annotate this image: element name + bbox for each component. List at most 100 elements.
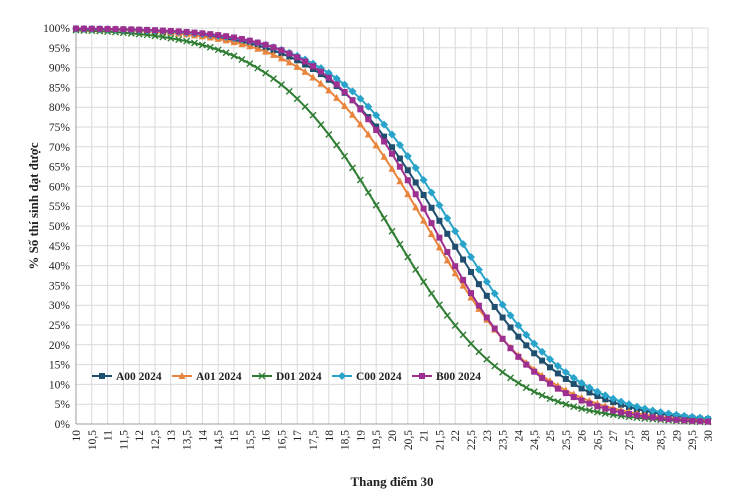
data-point — [561, 368, 570, 377]
x-tick-label: 24,5 — [529, 430, 541, 450]
data-point — [530, 388, 538, 396]
x-tick-label: 18,5 — [340, 430, 352, 450]
data-point — [452, 243, 459, 250]
data-point — [578, 385, 585, 392]
legend-marker — [338, 372, 346, 380]
series-d01-2024 — [72, 26, 712, 426]
y-tick-label: 80% — [49, 102, 71, 114]
data-point — [427, 188, 436, 197]
y-tick-label: 60% — [49, 181, 71, 193]
data-point — [395, 141, 404, 150]
data-point — [356, 176, 364, 184]
data-point — [246, 37, 253, 44]
data-point — [705, 418, 711, 425]
x-tick-label: 27 — [608, 430, 620, 442]
y-tick-label: 15% — [49, 360, 71, 372]
data-point — [412, 203, 420, 211]
data-point — [523, 342, 530, 349]
x-tick-label: 22 — [450, 430, 462, 442]
data-point — [483, 314, 490, 321]
x-tick-label: 29,5 — [687, 430, 699, 450]
data-point — [341, 88, 348, 95]
data-point — [451, 321, 459, 329]
x-tick-label: 16,5 — [276, 430, 288, 450]
data-point — [436, 234, 443, 241]
data-point — [404, 253, 412, 261]
data-point — [277, 54, 285, 62]
data-point — [459, 281, 467, 289]
data-point — [562, 390, 569, 397]
x-tick-label: 19 — [355, 430, 367, 442]
x-tick-label: 20,5 — [403, 430, 415, 450]
data-point — [380, 152, 388, 160]
y-tick-label: 100% — [43, 23, 70, 35]
data-point — [380, 214, 388, 222]
data-point — [538, 347, 547, 356]
data-point — [507, 345, 514, 352]
data-point — [594, 403, 601, 410]
y-tick-label: 95% — [49, 43, 71, 55]
data-point — [593, 408, 601, 416]
x-tick-label: 24 — [513, 430, 525, 442]
data-point — [570, 394, 577, 401]
data-point — [207, 31, 214, 38]
data-point — [412, 179, 419, 186]
data-point — [491, 325, 498, 332]
data-point — [246, 60, 254, 68]
legend-item: B00 2024 — [412, 371, 481, 383]
data-point — [183, 37, 191, 45]
data-point — [593, 387, 602, 396]
data-point — [143, 31, 151, 39]
data-point — [96, 25, 103, 32]
data-point — [309, 73, 317, 81]
data-point — [293, 62, 301, 70]
data-point — [436, 217, 443, 224]
data-point — [451, 269, 459, 277]
data-point — [664, 409, 673, 418]
data-point — [286, 50, 293, 57]
data-point — [112, 26, 119, 33]
y-tick-label: 40% — [49, 261, 71, 273]
data-point — [626, 410, 632, 417]
y-tick-label: 85% — [49, 82, 71, 94]
x-tick-label: 17,5 — [308, 430, 320, 450]
data-point — [396, 240, 404, 248]
data-point — [381, 133, 388, 140]
data-point — [404, 177, 411, 184]
legend-item: C00 2024 — [332, 371, 402, 383]
data-point — [317, 68, 324, 75]
data-point — [191, 29, 198, 36]
data-point — [547, 380, 553, 387]
data-point — [435, 201, 444, 210]
x-tick-label: 13 — [166, 430, 178, 442]
data-point — [491, 303, 498, 310]
data-point — [270, 75, 277, 83]
data-point — [641, 413, 648, 420]
legend-marker — [99, 373, 105, 379]
data-point — [348, 87, 357, 96]
data-point — [333, 141, 341, 149]
data-point — [428, 230, 435, 238]
data-point — [586, 389, 593, 396]
data-point — [412, 266, 420, 274]
data-point — [475, 281, 482, 288]
x-tick-label: 22,5 — [466, 430, 478, 450]
x-tick-label: 18 — [324, 430, 336, 442]
data-point — [159, 33, 167, 41]
data-point — [341, 152, 349, 160]
data-point — [136, 26, 143, 33]
x-tick-label: 25,5 — [561, 430, 573, 450]
data-point — [404, 167, 411, 174]
data-point — [340, 80, 349, 89]
data-point — [632, 402, 641, 411]
data-point — [317, 121, 325, 129]
data-point — [341, 101, 349, 109]
data-point — [270, 44, 277, 51]
data-point — [444, 249, 451, 256]
legend: A00 2024 A01 2024 D01 2024 C00 2024 B00 2024 — [92, 371, 481, 383]
data-point — [420, 205, 427, 212]
x-tick-label: 10,5 — [87, 430, 99, 450]
data-point — [128, 26, 135, 33]
data-point — [388, 227, 396, 235]
